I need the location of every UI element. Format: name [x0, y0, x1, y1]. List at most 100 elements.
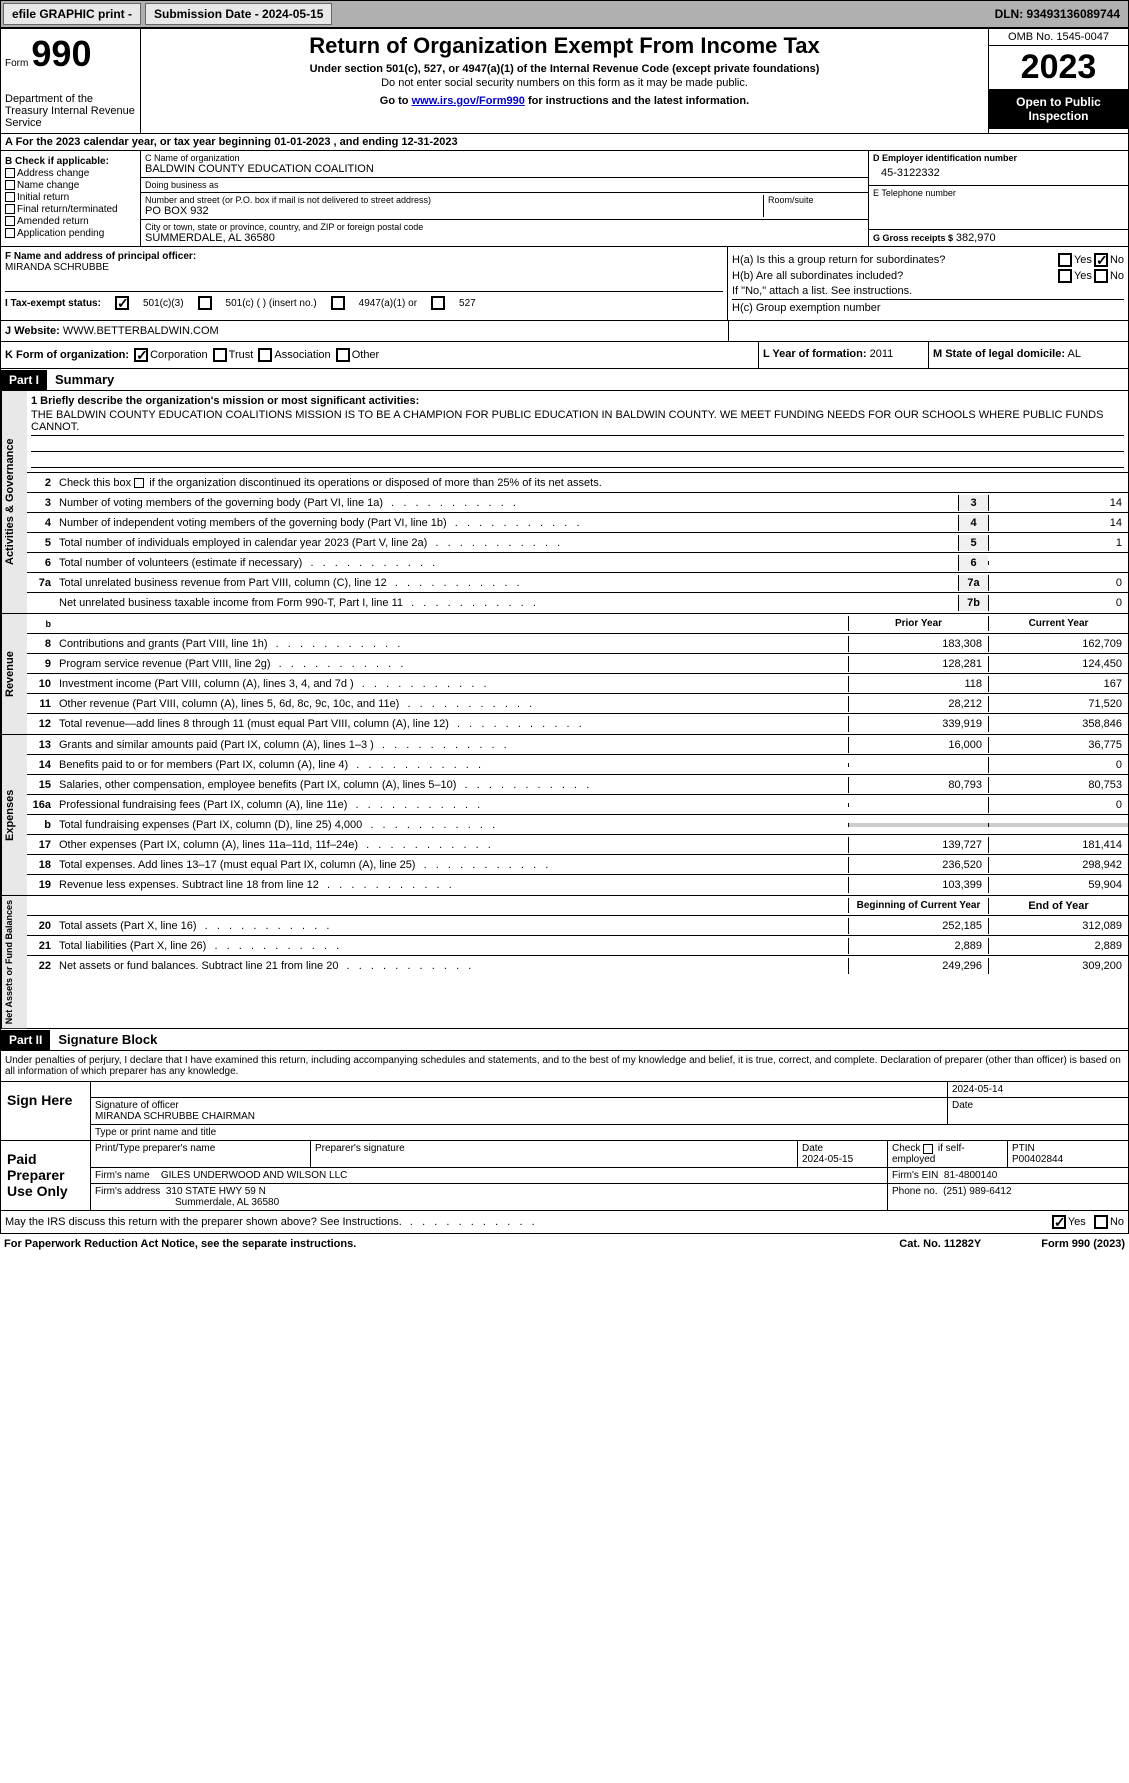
department: Department of the Treasury Internal Reve… [5, 93, 136, 129]
side-netassets: Net Assets or Fund Balances [1, 896, 27, 1028]
ha-yes[interactable] [1058, 253, 1072, 267]
paperwork-notice: For Paperwork Reduction Act Notice, see … [4, 1238, 356, 1250]
firm-addr-label: Firm's address [95, 1186, 160, 1197]
data-line: 14Benefits paid to or for members (Part … [27, 755, 1128, 775]
ha-no[interactable] [1094, 253, 1108, 267]
firm-name-label: Firm's name [95, 1170, 150, 1181]
part1-title: Summary [47, 369, 122, 390]
submission-date: Submission Date - 2024-05-15 [145, 3, 332, 25]
prep-date: 2024-05-15 [802, 1154, 883, 1165]
data-line: 21Total liabilities (Part X, line 26)2,8… [27, 936, 1128, 956]
principal-officer-label: F Name and address of principal officer: [5, 251, 723, 262]
chk-address-change[interactable] [5, 168, 15, 178]
org-name-label: C Name of organization [145, 153, 864, 163]
gov-line: 6Total number of volunteers (estimate if… [27, 553, 1128, 573]
hb-label: H(b) Are all subordinates included? [732, 270, 1056, 282]
col-de: D Employer identification number 45-3122… [868, 151, 1128, 246]
paid-preparer-block: Paid Preparer Use Only Print/Type prepar… [0, 1141, 1129, 1211]
form-title: Return of Organization Exempt From Incom… [145, 33, 984, 59]
hb-no[interactable] [1094, 269, 1108, 283]
part2-title: Signature Block [50, 1029, 165, 1050]
city-label: City or town, state or province, country… [145, 222, 864, 232]
form-header: Form 990 Department of the Treasury Inte… [0, 28, 1129, 134]
tax-exempt-label: I Tax-exempt status: [5, 298, 101, 309]
col-h: H(a) Is this a group return for subordin… [728, 247, 1128, 320]
form-subtitle: Under section 501(c), 527, or 4947(a)(1)… [145, 63, 984, 75]
chk-trust[interactable] [213, 348, 227, 362]
sign-here-label: Sign Here [1, 1082, 91, 1140]
sig-officer-name: MIRANDA SCHRUBBE CHAIRMAN [95, 1111, 943, 1122]
gross-receipts: 382,970 [956, 232, 996, 244]
phone-label: Phone no. [892, 1186, 938, 1197]
open-to-public: Open to Public Inspection [989, 89, 1128, 129]
phone: (251) 989-6412 [943, 1186, 1011, 1197]
data-line: 8Contributions and grants (Part VIII, li… [27, 634, 1128, 654]
hb-yes[interactable] [1058, 269, 1072, 283]
chk-corp[interactable] [134, 348, 148, 362]
cat-no: Cat. No. 11282Y [899, 1238, 981, 1250]
side-governance: Activities & Governance [1, 391, 27, 613]
ptin-label: PTIN [1012, 1143, 1124, 1154]
data-line: 19Revenue less expenses. Subtract line 1… [27, 875, 1128, 895]
row-klm: K Form of organization: Corporation Trus… [0, 342, 1129, 369]
section-netassets: Net Assets or Fund Balances Beginning of… [0, 896, 1129, 1029]
org-name: BALDWIN COUNTY EDUCATION COALITION [145, 163, 864, 175]
discuss-text: May the IRS discuss this return with the… [5, 1216, 402, 1228]
gov-line: 4Number of independent voting members of… [27, 513, 1128, 533]
hc-label: H(c) Group exemption number [732, 302, 881, 314]
chk-application-pending[interactable] [5, 228, 15, 238]
gov-line: Net unrelated business taxable income fr… [27, 593, 1128, 613]
year-formation: 2011 [870, 348, 894, 360]
efile-print-button[interactable]: efile GRAPHIC print - [3, 3, 141, 25]
form-label: Form [5, 58, 28, 69]
discuss-no[interactable] [1094, 1215, 1108, 1229]
prior-year-hdr: Prior Year [848, 616, 988, 631]
row-j: J Website: WWW.BETTERBALDWIN.COM [0, 321, 1129, 342]
chk-4947[interactable] [331, 296, 345, 310]
chk-discontinued[interactable] [134, 478, 144, 488]
dln: DLN: 93493136089744 [987, 4, 1128, 24]
sign-date-label: Date [948, 1098, 1128, 1124]
sign-date: 2024-05-14 [948, 1082, 1128, 1097]
col-l: L Year of formation: 2011 [758, 342, 928, 368]
data-line: 17Other expenses (Part IX, column (A), l… [27, 835, 1128, 855]
firm-addr: 310 STATE HWY 59 N [166, 1186, 266, 1197]
chk-initial-return[interactable] [5, 192, 15, 202]
omb-number: OMB No. 1545-0047 [989, 29, 1128, 46]
sig-officer-label: Signature of officer [95, 1100, 943, 1111]
goto-text: Go to www.irs.gov/Form990 for instructio… [145, 95, 984, 107]
gov-line: 5Total number of individuals employed in… [27, 533, 1128, 553]
gov-line: 3Number of voting members of the governi… [27, 493, 1128, 513]
chk-527[interactable] [431, 296, 445, 310]
preparer-name-label: Print/Type preparer's name [91, 1141, 311, 1167]
principal-officer-name: MIRANDA SCHRUBBE [5, 262, 723, 273]
signature-intro: Under penalties of perjury, I declare th… [0, 1051, 1129, 1082]
row-i: I Tax-exempt status: 501(c)(3) 501(c) ( … [5, 291, 723, 310]
chk-final-return[interactable] [5, 204, 15, 214]
mission-block: 1 Briefly describe the organization's mi… [27, 391, 1128, 473]
prep-date-label: Date [802, 1143, 883, 1154]
end-year-hdr: End of Year [988, 898, 1128, 914]
discuss-row: May the IRS discuss this return with the… [0, 1211, 1129, 1234]
chk-name-change[interactable] [5, 180, 15, 190]
website-label: J Website: [5, 325, 60, 337]
city: SUMMERDALE, AL 36580 [145, 232, 864, 244]
side-revenue: Revenue [1, 614, 27, 734]
chk-other[interactable] [336, 348, 350, 362]
discuss-yes[interactable] [1052, 1215, 1066, 1229]
chk-501c3[interactable] [115, 296, 129, 310]
chk-501c[interactable] [198, 296, 212, 310]
form-note: Do not enter social security numbers on … [145, 77, 984, 89]
section-bcde: B Check if applicable: Address change Na… [0, 151, 1129, 247]
chk-self-employed[interactable] [923, 1144, 933, 1154]
chk-assoc[interactable] [258, 348, 272, 362]
chk-amended[interactable] [5, 216, 15, 226]
col-k: K Form of organization: Corporation Trus… [1, 342, 758, 368]
addr-label: Number and street (or P.O. box if mail i… [145, 195, 759, 205]
mission-label: 1 Briefly describe the organization's mi… [31, 395, 1124, 407]
side-expenses: Expenses [1, 735, 27, 895]
irs-link[interactable]: www.irs.gov/Form990 [412, 95, 525, 107]
form-org-label: K Form of organization: [5, 349, 129, 361]
firm-ein-label: Firm's EIN [892, 1170, 938, 1181]
data-line: 10Investment income (Part VIII, column (… [27, 674, 1128, 694]
